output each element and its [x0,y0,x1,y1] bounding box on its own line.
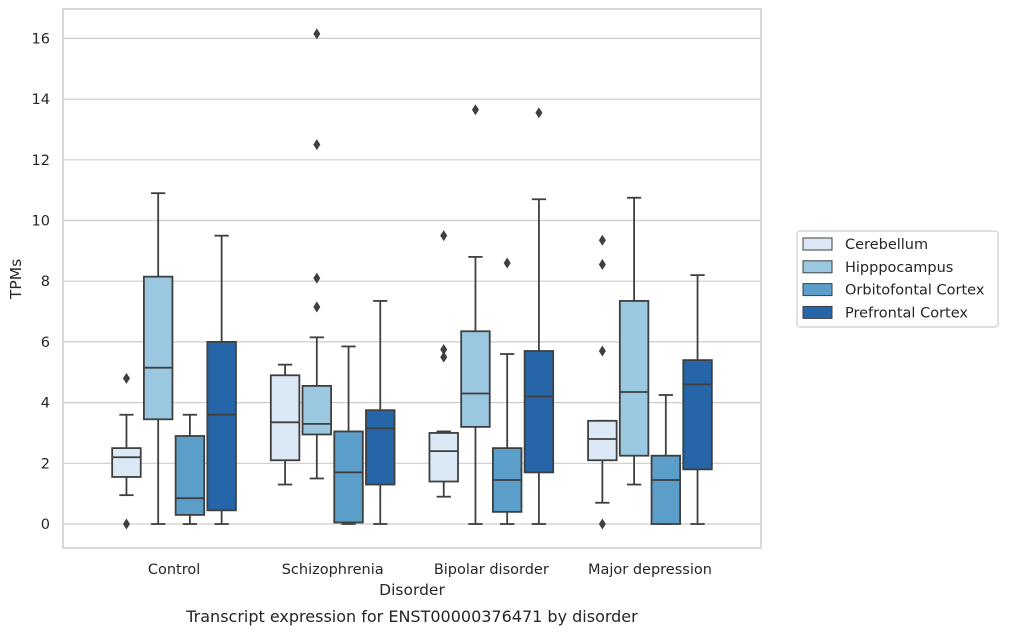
legend: Cerebellum Hipppocampus Orbitofontal Corte… [796,230,999,328]
box-cerebellum [269,363,301,486]
box-prefrontal-cortex [523,107,555,525]
outlier-point [598,345,606,357]
y-tick-label: 2 [41,456,50,472]
legend-label: Orbitofontal Cortex [845,283,985,299]
legend-frame [796,230,999,328]
y-tick-label: 12 [32,153,50,169]
box-body [269,374,301,462]
box-body [206,340,237,512]
y-tick-labels: 0 2 4 6 8 10 12 14 16 [32,31,50,533]
outlier-point [598,518,606,530]
box-prefrontal-cortex [682,274,713,525]
box-body [523,350,555,474]
y-tick-label: 4 [41,396,50,412]
box-body [587,419,618,462]
box-hipppocampus [618,196,650,486]
box-orbitofontal-cortex [492,257,523,525]
x-tick-label: Major depression [588,562,712,578]
box-body [428,432,459,483]
box-body [174,435,206,516]
y-tick-label: 0 [41,517,50,533]
box-orbitofontal-cortex [650,394,681,525]
box-hipppocampus [460,104,491,525]
box-body [460,330,491,428]
y-axis-label: TPMs [7,259,25,300]
outlier-point [313,301,321,313]
box-cerebellum [111,372,142,530]
y-tick-label: 16 [32,31,50,47]
box-body [111,447,142,478]
x-axis-label: Disorder [379,581,445,599]
legend-label: Cerebellum [845,237,928,253]
box-cerebellum [587,234,618,530]
outlier-point [440,230,448,242]
box-series [111,28,713,530]
legend-label: Prefrontal Cortex [845,305,968,321]
outlier-point [440,351,448,363]
box-hipppocampus [301,28,332,480]
y-tick-label: 6 [41,335,50,351]
legend-swatch [802,237,833,251]
box-body [650,454,681,525]
box-hipppocampus [143,192,174,525]
y-tick-label: 10 [32,214,50,230]
outlier-point [535,107,543,119]
y-tick-label: 14 [32,92,50,108]
outlier-point [440,343,448,355]
x-tick-label: Bipolar disorder [434,562,549,578]
box-cerebellum [428,230,459,498]
outlier-point [122,372,130,384]
legend-swatch [802,305,833,319]
box-prefrontal-cortex [365,300,396,525]
legend-swatch [802,260,833,274]
outlier-point [313,272,321,284]
box-body [618,300,650,457]
outlier-point [598,234,606,246]
legend-label: Hipppocampus [845,260,953,276]
legend-swatch [802,283,833,297]
box-orbitofontal-cortex [333,345,364,525]
box-body [682,359,713,471]
figure-caption: Transcript expression for ENST0000037647… [185,607,638,626]
x-tick-labels: Control Schizophrenia Bipolar disorder Majo… [148,562,712,578]
box-orbitofontal-cortex [174,413,206,525]
box-body [143,275,174,421]
plot-frame [62,8,762,549]
box-prefrontal-cortex [206,234,237,525]
outlier-point [313,139,321,151]
box-body [333,430,364,524]
outlier-point [503,257,511,269]
outlier-point [313,28,321,40]
y-tick-label: 8 [41,274,50,290]
x-tick-label: Schizophrenia [282,562,384,578]
outlier-point [122,518,130,530]
box-body [365,409,396,486]
outlier-point [598,259,606,271]
box-body [301,385,332,436]
outlier-point [471,104,479,116]
x-tick-label: Control [148,562,200,578]
